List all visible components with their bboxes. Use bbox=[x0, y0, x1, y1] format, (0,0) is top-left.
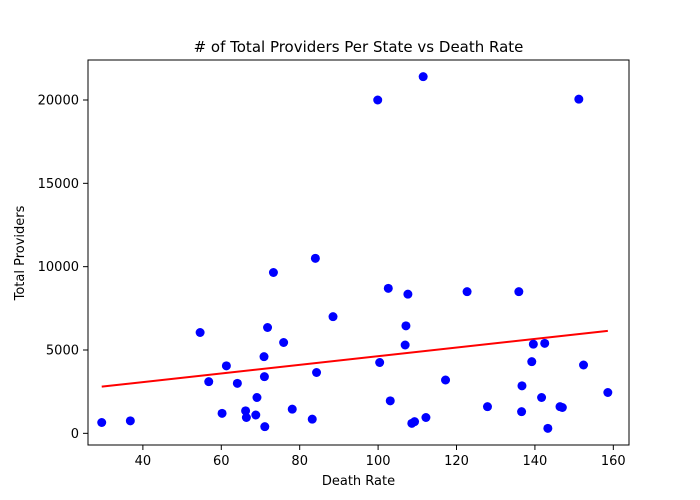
x-tick-label: 120 bbox=[444, 454, 469, 469]
scatter-point bbox=[517, 407, 527, 417]
y-tick-label: 5000 bbox=[46, 344, 79, 359]
scatter-point bbox=[373, 95, 383, 105]
scatter-point bbox=[195, 328, 205, 337]
scatter-point bbox=[603, 388, 613, 397]
plot-frame bbox=[87, 59, 630, 446]
x-tick-label: 80 bbox=[291, 454, 308, 469]
y-tick-label: 10000 bbox=[38, 260, 79, 275]
scatter-point bbox=[482, 402, 492, 412]
scatter-point bbox=[204, 377, 214, 387]
scatter-point bbox=[421, 413, 431, 422]
x-tick-label: 40 bbox=[135, 454, 152, 469]
scatter-point bbox=[543, 423, 553, 433]
data-points bbox=[97, 72, 613, 433]
scatter-point bbox=[400, 340, 410, 350]
y-tick-label: 0 bbox=[71, 427, 79, 442]
scatter-point bbox=[462, 287, 472, 297]
scatter-point bbox=[517, 381, 527, 391]
scatter-point bbox=[97, 418, 107, 427]
scatter-point bbox=[241, 413, 251, 422]
trend-line-layer bbox=[101, 329, 608, 388]
y-tick-label: 20000 bbox=[38, 94, 79, 109]
scatter-point bbox=[287, 404, 297, 414]
scatter-point bbox=[232, 378, 242, 388]
y-tick-label: 15000 bbox=[38, 177, 79, 192]
scatter-point bbox=[418, 72, 428, 82]
scatter-point bbox=[514, 287, 524, 297]
scatter-point bbox=[241, 406, 251, 416]
scatter-point bbox=[403, 289, 413, 299]
scatter-point bbox=[312, 368, 322, 377]
scatter-point bbox=[259, 372, 269, 382]
scatter-point bbox=[217, 408, 227, 418]
scatter-point bbox=[259, 352, 269, 362]
scatter-point bbox=[268, 268, 278, 277]
scatter-point bbox=[310, 253, 320, 263]
scatter-point bbox=[574, 94, 584, 104]
scatter-point bbox=[263, 323, 273, 332]
trend-line bbox=[101, 329, 608, 388]
scatter-point bbox=[540, 338, 550, 348]
scatter-point bbox=[252, 393, 262, 402]
scatter-point bbox=[125, 416, 135, 426]
scatter-point bbox=[307, 414, 317, 424]
scatter-point bbox=[537, 393, 547, 402]
x-tick-label: 140 bbox=[522, 454, 547, 469]
y-axis-label: Total Providers bbox=[13, 205, 28, 301]
x-axis-label: Death Rate bbox=[322, 474, 395, 489]
scatter-point bbox=[375, 358, 385, 367]
scatter-point bbox=[251, 410, 261, 420]
scatter-point bbox=[579, 360, 589, 370]
scatter-point bbox=[410, 417, 420, 427]
y-axis-ticks: 0 5000 10000 15000 20000 bbox=[38, 94, 88, 442]
scatter-point bbox=[528, 339, 538, 349]
scatter-point bbox=[260, 422, 270, 432]
scatter-point bbox=[527, 357, 537, 367]
scatter-point bbox=[383, 283, 393, 293]
scatter-point bbox=[557, 403, 567, 412]
scatter-point bbox=[328, 312, 338, 322]
scatter-point bbox=[401, 321, 411, 331]
x-tick-label: 100 bbox=[366, 454, 391, 469]
scatter-point bbox=[279, 338, 289, 347]
scatter-point bbox=[385, 396, 395, 406]
x-tick-label: 160 bbox=[601, 454, 626, 469]
scatter-point bbox=[221, 361, 231, 371]
chart-title: # of Total Providers Per State vs Death … bbox=[194, 38, 524, 56]
scatter-point bbox=[441, 375, 451, 385]
x-tick-label: 60 bbox=[213, 454, 230, 469]
x-axis-ticks: 40 60 80 100 120 140 160 bbox=[135, 445, 626, 469]
